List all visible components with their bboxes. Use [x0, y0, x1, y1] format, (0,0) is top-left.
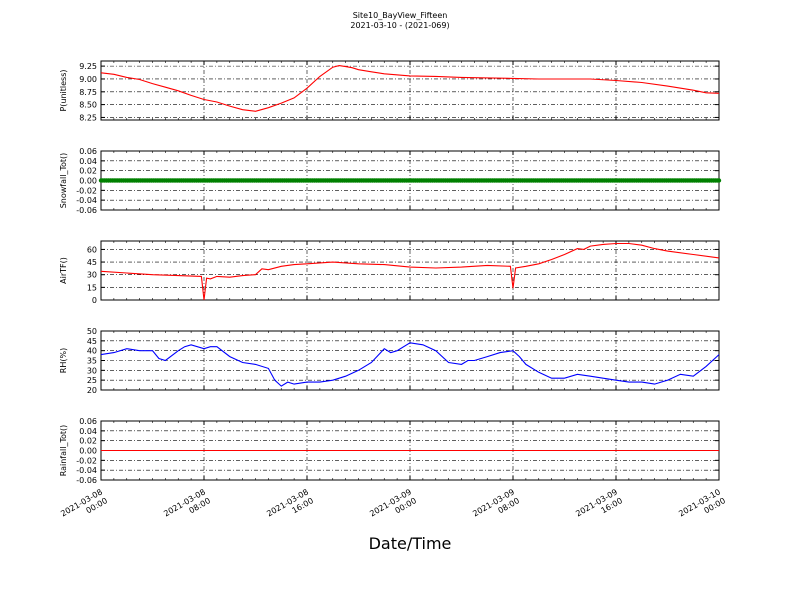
y-axis-label-pressure: P(unitless)	[59, 69, 68, 111]
y-tick-label: 8.50	[79, 101, 97, 110]
y-tick-label: -0.04	[76, 466, 97, 475]
y-tick-label: -0.02	[76, 186, 97, 195]
series-line-pressure	[100, 65, 720, 112]
y-tick-label: 9.00	[79, 75, 97, 84]
series-line-air_temp	[100, 242, 720, 301]
y-tick-label: 0.04	[79, 157, 97, 166]
y-tick-label: 0.02	[79, 167, 97, 176]
y-tick-label: 0.00	[79, 447, 97, 456]
y-tick-label: 20	[87, 386, 97, 395]
y-tick-label: 30	[87, 366, 97, 375]
y-tick-label: 15	[87, 283, 97, 292]
y-tick-label: -0.02	[76, 456, 97, 465]
y-axis-label-snowfall: Snowfall_Tot()	[59, 153, 68, 209]
y-tick-label: 25	[87, 376, 97, 385]
y-tick-label: 30	[87, 271, 97, 280]
y-tick-label: 9.25	[79, 62, 97, 71]
y-axis-label-rainfall: Rainfall_Tot()	[59, 425, 68, 477]
series-line-rh	[100, 342, 720, 387]
y-tick-label: 0.00	[79, 177, 97, 186]
data-point-snowfall	[716, 178, 722, 183]
y-tick-label: 50	[87, 327, 97, 336]
y-tick-label: 0.04	[79, 427, 97, 436]
y-tick-label: 45	[87, 258, 97, 267]
chart-title: Site10_BayView_Fifteen	[352, 11, 448, 20]
y-tick-label: 0.02	[79, 437, 97, 446]
y-tick-label: 0.06	[79, 417, 97, 426]
y-tick-label: 0.06	[79, 147, 97, 156]
y-axis-label-rh: RH(%)	[59, 348, 68, 373]
y-tick-label: 45	[87, 337, 97, 346]
y-tick-label: 60	[87, 245, 97, 254]
chart-subtitle: 2021-03-10 - (2021-069)	[350, 21, 450, 30]
y-tick-label: 8.25	[79, 113, 97, 122]
y-tick-label: -0.04	[76, 196, 97, 205]
chart-title-block: Site10_BayView_Fifteen 2021-03-10 - (202…	[0, 11, 800, 31]
y-tick-label: 40	[87, 347, 97, 356]
y-axis-label-air_temp: AirTF()	[59, 257, 68, 284]
y-tick-label: -0.06	[76, 476, 97, 485]
y-tick-label: -0.06	[76, 206, 97, 215]
y-tick-label: 8.75	[79, 88, 97, 97]
y-tick-label: 0	[92, 296, 97, 305]
x-axis-title: Date/Time	[368, 534, 452, 553]
y-tick-label: 35	[87, 357, 97, 366]
